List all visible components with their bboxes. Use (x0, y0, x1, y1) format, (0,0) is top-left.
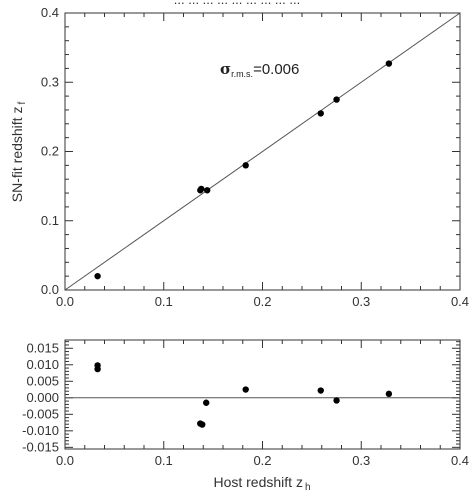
top-ticks (64, 12, 461, 291)
data-point (385, 390, 393, 398)
data-point (204, 187, 211, 194)
y-tick-label: 0.3 (41, 74, 59, 89)
y-tick-label: -0.010 (22, 423, 59, 438)
data-point (242, 162, 249, 169)
x-tick-label: 0.2 (253, 294, 271, 309)
data-point (317, 110, 324, 117)
data-point (94, 365, 101, 373)
x-tick-label: 0.2 (253, 453, 271, 468)
bottom-x-axis-title-sub: h (305, 482, 311, 493)
x-tick-label: 0.1 (155, 453, 173, 468)
identity-line (64, 12, 461, 291)
x-tick-label: 0.3 (352, 294, 370, 309)
x-tick-label: 0.4 (451, 294, 469, 309)
data-point (198, 185, 205, 193)
sigma-subscript: r.m.s. (231, 69, 253, 79)
data-point (199, 421, 206, 428)
data-point (242, 386, 249, 393)
top-data-points (94, 60, 393, 280)
x-tick-label: 0.0 (56, 294, 74, 309)
header-fragment: ... ... ... ... ... ... ... ... ... (174, 0, 300, 7)
y-tick-label: 0.015 (26, 340, 59, 355)
sigma-symbol: σ (220, 60, 231, 78)
data-point (333, 96, 340, 103)
bottom-plot-frame (64, 339, 461, 450)
sigma-annotation: σr.m.s.=0.006 (220, 60, 299, 79)
bottom-x-axis-title-main: Host redshift z (213, 474, 302, 490)
bottom-panel: 0.0 0.1 0.2 0.3 0.4 0.0150.0100.0050.000-0.0… (22, 339, 469, 493)
top-y-axis-title-main: SN-fit redshift z (9, 107, 25, 203)
y-tick-label: 0.000 (26, 390, 59, 405)
top-y-tick-labels: 0.0 0.1 0.2 0.3 0.4 (41, 5, 59, 297)
top-x-tick-labels: 0.0 0.1 0.2 0.3 0.4 (56, 294, 469, 309)
y-tick-label: 0.4 (41, 5, 59, 20)
y-tick-label: -0.005 (22, 406, 59, 421)
bottom-x-tick-labels: 0.0 0.1 0.2 0.3 0.4 (56, 453, 469, 468)
data-point (317, 387, 324, 394)
x-tick-label: 0.4 (451, 453, 469, 468)
y-tick-label: 0.005 (26, 373, 59, 388)
data-point (94, 272, 101, 280)
data-point (333, 397, 340, 404)
y-tick-label: 0.010 (26, 357, 59, 372)
data-point (203, 399, 210, 406)
x-tick-label: 0.1 (155, 294, 173, 309)
y-tick-label: 0.2 (41, 144, 59, 159)
residual-data-points (94, 362, 393, 428)
y-tick-label: 0.1 (41, 213, 59, 228)
top-y-axis-title: SN-fit redshift z f (9, 102, 28, 203)
x-tick-label: 0.0 (56, 453, 74, 468)
y-tick-label: 0.0 (41, 282, 59, 297)
top-y-axis-title-sub: f (17, 102, 28, 105)
bottom-ticks (64, 340, 461, 449)
x-tick-label: 0.3 (352, 453, 370, 468)
sigma-value: =0.006 (253, 61, 299, 78)
top-panel: 0.0 0.1 0.2 0.3 0.4 0.0 0.1 0.2 0.3 0.4 σr.m.s.=… (9, 5, 469, 309)
y-tick-label: -0.015 (22, 439, 59, 454)
data-point (385, 60, 393, 67)
